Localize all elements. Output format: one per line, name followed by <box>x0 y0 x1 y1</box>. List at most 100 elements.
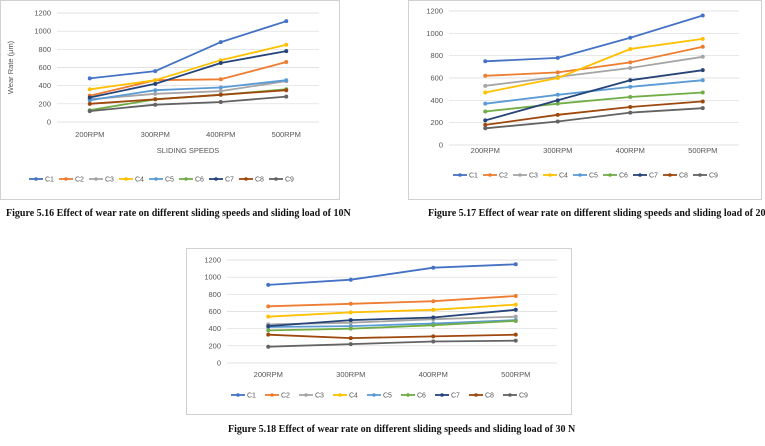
data-point-c3 <box>218 89 223 94</box>
legend-marker-c3 <box>94 177 98 181</box>
legend-marker-c1 <box>458 173 462 177</box>
y-tick-label: 800 <box>38 45 51 54</box>
legend-label-c7: C7 <box>649 173 658 180</box>
y-tick-label: 800 <box>208 290 221 299</box>
data-point-c8 <box>628 105 633 110</box>
legend-label-c9: C9 <box>519 393 528 400</box>
data-point-c8 <box>153 97 158 102</box>
series-line-c9 <box>485 107 703 130</box>
data-point-c4 <box>153 78 158 83</box>
legend-marker-c9 <box>274 177 278 181</box>
y-tick-label: 400 <box>430 96 443 105</box>
data-point-c9 <box>628 110 633 115</box>
series-line-c1 <box>485 14 704 63</box>
legend-marker-c6 <box>406 393 410 397</box>
series-line-c6 <box>485 91 703 113</box>
data-point-c1 <box>628 35 633 40</box>
x-tick-label: 400RPM <box>419 370 448 379</box>
data-point-c7 <box>628 78 633 83</box>
y-tick-label: 600 <box>208 307 221 316</box>
legend-marker-c4 <box>548 173 552 177</box>
data-point-c8 <box>87 101 92 106</box>
figure-caption-5-17: Figure 5.17 Effect of wear rate on diffe… <box>428 208 765 219</box>
data-point-c9 <box>348 342 353 347</box>
data-point-c6 <box>266 328 271 333</box>
series-line-c4 <box>485 38 703 94</box>
data-point-c2 <box>266 304 271 309</box>
data-point-c7 <box>218 60 223 65</box>
legend-marker-c8 <box>474 393 478 397</box>
chart-30n-svg: 0 200 400 600 800 1000 1200 200RPM 300RPM 400RPM 5… <box>204 256 557 400</box>
data-point-c4 <box>348 310 353 315</box>
legend-marker-c6 <box>184 177 188 181</box>
data-point-c1 <box>218 40 223 45</box>
y-tick-label: 200 <box>430 118 443 127</box>
series-line-c2 <box>89 61 287 97</box>
series-line-c4 <box>268 303 516 318</box>
legend-label-c8: C8 <box>485 393 494 400</box>
legend-marker-c3 <box>518 173 522 177</box>
legend-marker-c1 <box>34 177 38 181</box>
legend-label-c6: C6 <box>195 177 204 184</box>
legend-label-c9: C9 <box>709 173 718 180</box>
data-point-c6 <box>513 318 518 323</box>
legend-label-c4: C4 <box>135 177 144 184</box>
data-point-c8 <box>431 334 436 339</box>
data-point-c4 <box>284 42 289 47</box>
legend-marker-c2 <box>64 177 68 181</box>
legend-marker-c5 <box>578 173 582 177</box>
legend-label-c6: C6 <box>417 393 426 400</box>
data-point-c6 <box>700 90 705 95</box>
data-point-c5 <box>700 78 705 83</box>
y-tick-label: 1200 <box>34 9 51 18</box>
y-tick-label: 0 <box>47 118 51 127</box>
x-tick-label: 200RPM <box>471 146 500 155</box>
data-point-c1 <box>153 69 158 74</box>
data-point-c7 <box>348 318 353 323</box>
data-point-c5 <box>555 92 560 97</box>
data-point-c1 <box>284 19 289 24</box>
data-point-c7 <box>431 315 436 320</box>
data-point-c1 <box>348 277 353 282</box>
data-point-c9 <box>153 102 158 107</box>
data-point-c2 <box>628 60 633 65</box>
y-tick-label: 1000 <box>204 273 221 282</box>
data-point-c4 <box>266 314 271 319</box>
data-point-c2 <box>284 60 289 65</box>
legend-label-c1: C1 <box>45 177 54 184</box>
legend-label-c4: C4 <box>559 173 568 180</box>
data-point-c2 <box>700 44 705 49</box>
x-tick-label: 400RPM <box>616 146 645 155</box>
legend-marker-c8 <box>668 173 672 177</box>
legend-marker-c1 <box>236 393 240 397</box>
series-line-c2 <box>268 295 516 308</box>
data-point-c6 <box>431 323 436 328</box>
data-point-c2 <box>218 77 223 82</box>
series-line-c8 <box>485 100 703 126</box>
chart-panel-30n: 0 200 400 600 800 1000 1200 200RPM 300RPM 400RPM 5… <box>186 248 572 415</box>
data-point-c9 <box>483 126 488 131</box>
data-point-c2 <box>348 301 353 306</box>
legend-label-c1: C1 <box>469 173 478 180</box>
data-point-c3 <box>513 314 518 319</box>
data-point-c7 <box>284 49 289 54</box>
x-tick-label: 200RPM <box>254 370 283 379</box>
data-point-c7 <box>266 324 271 329</box>
x-tick-label: 500RPM <box>272 130 301 139</box>
legend-label-c5: C5 <box>589 173 598 180</box>
data-point-c8 <box>218 92 223 97</box>
data-point-c2 <box>513 294 518 299</box>
series-line-c3 <box>89 80 287 101</box>
legend-label-c7: C7 <box>451 393 460 400</box>
series-line-c8 <box>268 333 516 339</box>
data-point-c5 <box>153 88 158 93</box>
legend-marker-c7 <box>214 177 218 181</box>
legend-marker-c9 <box>698 173 702 177</box>
legend-label-c3: C3 <box>529 173 538 180</box>
data-point-c3 <box>628 65 633 70</box>
data-point-c8 <box>348 336 353 341</box>
x-tick-label: 300RPM <box>336 370 365 379</box>
data-point-c6 <box>628 94 633 99</box>
series-line-c7 <box>268 308 516 327</box>
data-point-c7 <box>483 118 488 123</box>
